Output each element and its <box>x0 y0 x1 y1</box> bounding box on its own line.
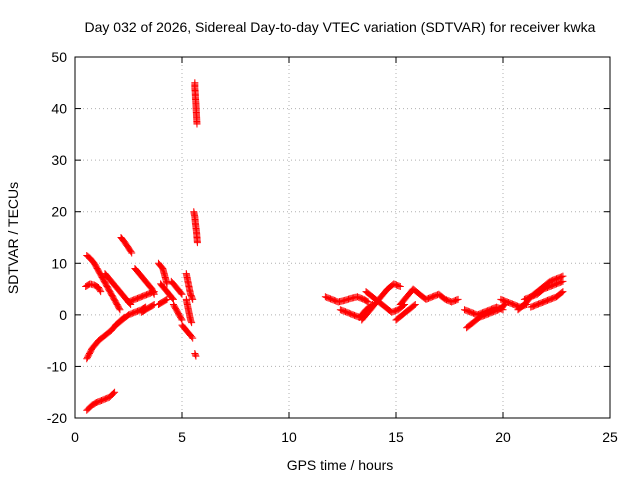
series-arc-o <box>169 301 186 324</box>
data-point <box>559 277 567 285</box>
series-arc-b <box>83 388 119 414</box>
series-arc-s <box>321 293 372 306</box>
data-point <box>96 286 104 294</box>
data-point <box>188 319 196 327</box>
x-tick-label: 20 <box>495 429 511 445</box>
y-tick-label: -10 <box>47 358 67 374</box>
y-tick-label: 40 <box>51 101 67 117</box>
data-point <box>364 298 372 306</box>
data-point <box>115 304 123 312</box>
data-point <box>500 301 508 309</box>
y-tick-label: 0 <box>59 307 67 323</box>
data-point <box>558 289 566 297</box>
data-point <box>150 288 158 296</box>
series-arc-e <box>101 270 135 309</box>
y-axis-label: SDTVAR / TECUs <box>5 182 21 294</box>
data-point <box>396 282 404 290</box>
data-point <box>499 306 507 314</box>
x-tick-label: 0 <box>71 429 79 445</box>
data-point <box>97 288 105 296</box>
x-tick-label: 5 <box>178 429 186 445</box>
series-arc-w <box>396 285 462 309</box>
series-arc-i <box>125 288 158 306</box>
data-point <box>163 295 171 303</box>
y-tick-label: -20 <box>47 410 67 426</box>
data-point <box>363 297 371 305</box>
series-arc-ac <box>520 277 567 303</box>
data-point <box>163 280 171 288</box>
data-point <box>149 301 157 309</box>
data-point <box>169 294 177 302</box>
axis-ticks: 0 5 10 15 20 25 -20 -10 0 10 20 30 40 50 <box>47 49 618 445</box>
data-point <box>177 315 185 323</box>
data-point <box>193 239 201 247</box>
x-axis-label: GPS time / hours <box>287 457 394 473</box>
series-arc-n <box>167 277 186 298</box>
data-point <box>191 351 199 359</box>
series-arc-z <box>460 303 507 319</box>
data-point <box>128 249 136 257</box>
series-spike-mid <box>190 208 201 247</box>
y-tick-label: 10 <box>51 255 67 271</box>
data-point <box>111 388 119 396</box>
data-points <box>82 79 567 414</box>
data-point <box>189 334 197 342</box>
series-arc-x <box>392 301 419 324</box>
data-point <box>558 278 566 286</box>
series-arc-f <box>117 234 136 257</box>
y-tick-label: 20 <box>51 204 67 220</box>
data-point <box>454 295 462 303</box>
data-point <box>192 352 200 360</box>
y-tick-label: 50 <box>51 49 67 65</box>
series-arc-ad <box>527 288 567 311</box>
data-point <box>162 296 170 304</box>
series-arc-j <box>137 301 158 316</box>
series-arc-m <box>157 280 177 303</box>
data-point <box>177 289 185 297</box>
series-spike-high <box>191 79 201 128</box>
data-point <box>395 282 403 290</box>
data-point <box>116 306 124 314</box>
chart-title: Day 032 of 2026, Sidereal Day-to-day VTE… <box>85 19 596 35</box>
data-point <box>149 288 157 296</box>
grid <box>75 57 610 418</box>
plot-frame <box>74 56 611 419</box>
data-point <box>411 301 419 309</box>
data-point <box>187 317 195 325</box>
series-arc-r <box>182 295 196 327</box>
x-tick-label: 10 <box>281 429 297 445</box>
x-tick-label: 15 <box>388 429 404 445</box>
data-point <box>410 301 418 309</box>
series-arc-d <box>82 280 105 296</box>
data-point <box>498 305 506 313</box>
data-point <box>453 296 461 304</box>
data-point <box>127 248 135 256</box>
series-arc-c <box>83 252 124 314</box>
data-point <box>188 333 196 341</box>
data-point <box>189 295 197 303</box>
data-point <box>193 120 201 128</box>
data-point <box>178 290 186 298</box>
series-arc-p <box>182 270 197 303</box>
series-arc-q <box>178 321 197 342</box>
series-arc-k <box>154 259 171 288</box>
y-tick-label: 30 <box>51 152 67 168</box>
data-point <box>559 288 567 296</box>
data-point <box>188 294 196 302</box>
data-point <box>110 389 118 397</box>
series-arc-y <box>463 301 509 332</box>
x-tick-label: 25 <box>602 429 618 445</box>
series-spike-low <box>191 350 200 360</box>
series-arc-l <box>154 295 171 309</box>
